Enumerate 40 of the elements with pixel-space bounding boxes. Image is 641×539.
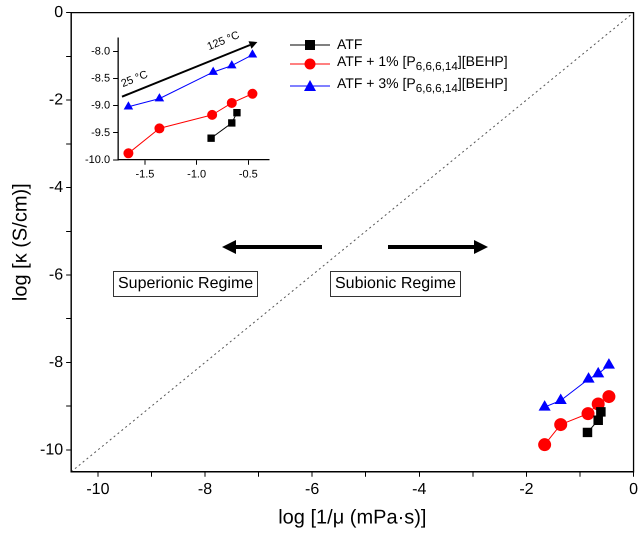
- point: [227, 60, 236, 68]
- annotation: Subionic Regime: [330, 271, 461, 297]
- point: [124, 102, 133, 110]
- y-tick-label: -2: [48, 91, 64, 108]
- point: [248, 50, 257, 58]
- y-tick-label: -10.0: [84, 154, 110, 166]
- x-tick-label: -8: [198, 480, 212, 498]
- point: [207, 110, 218, 120]
- point: [208, 67, 218, 75]
- x-tick-label: -1.5: [135, 168, 154, 180]
- y-tick-label: 0: [54, 4, 64, 22]
- y-tick-label: -6: [48, 266, 64, 284]
- annotation: 125 °C: [205, 29, 241, 53]
- point: [247, 88, 258, 99]
- point: [233, 109, 241, 116]
- point: [228, 119, 236, 127]
- annotation: Superionic Regime: [113, 271, 258, 297]
- x-tick-label: -2: [519, 480, 534, 498]
- y-tick-label: -10: [40, 441, 64, 458]
- legend-label: ATF + 3% [P$_{6,6,6,14}$][BEHP]: [337, 74, 508, 97]
- annotation: 25 °C: [120, 68, 150, 90]
- point: [207, 134, 215, 142]
- y-axis-title: log [κ (S/cm)]: [10, 183, 32, 302]
- point: [123, 148, 134, 158]
- y-tick-label: -8: [48, 354, 64, 371]
- y-tick-label: -8.0: [91, 46, 110, 58]
- point: [226, 98, 237, 108]
- y-tick-label: -8.5: [91, 72, 110, 85]
- point: [155, 94, 164, 102]
- x-tick-label: 0: [629, 480, 638, 498]
- x-tick-label: -4: [412, 480, 427, 498]
- x-tick-label: -0.5: [238, 168, 258, 180]
- legend-label: ATF: [337, 36, 362, 53]
- x-tick-label: -6: [305, 480, 320, 498]
- y-tick-label: -9.5: [91, 126, 110, 139]
- point: [154, 123, 164, 134]
- x-axis-title: log [1/μ (mPa·s)]: [278, 506, 426, 529]
- y-tick-label: -9.0: [91, 100, 110, 112]
- legend-label: ATF + 1% [P$_{6,6,6,14}$][BEHP]: [337, 53, 508, 75]
- x-tick-label: -1.0: [187, 168, 206, 180]
